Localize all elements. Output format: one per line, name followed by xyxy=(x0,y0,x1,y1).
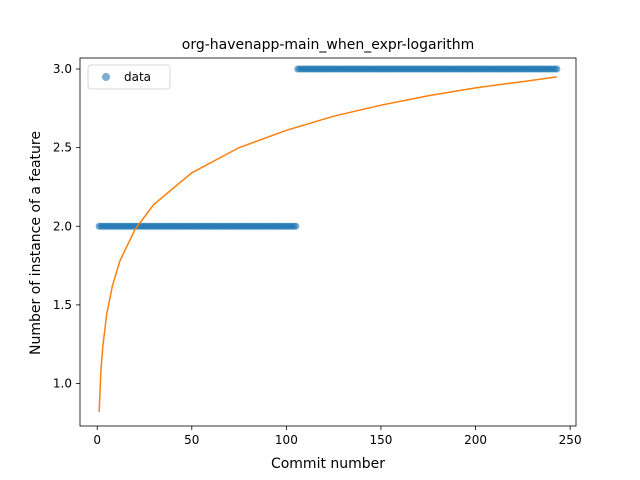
data-point xyxy=(553,65,561,73)
y-tick-label: 3.0 xyxy=(53,62,72,76)
axes-frame xyxy=(79,57,577,427)
y-axis-label: Number of instance of a feature xyxy=(28,131,44,355)
x-tick-label: 200 xyxy=(464,433,487,447)
y-tick-label: 2.0 xyxy=(53,219,72,233)
x-tick-label: 250 xyxy=(559,433,582,447)
y-tick-label: 2.5 xyxy=(53,141,72,155)
x-axis-label: Commit number xyxy=(271,456,385,472)
legend-label-data: data xyxy=(124,70,151,84)
y-tick-label: 1.0 xyxy=(53,377,72,391)
fit-line xyxy=(98,76,557,412)
scatter-series-data xyxy=(95,65,561,230)
x-tick-label: 0 xyxy=(93,433,101,447)
x-tick-label: 50 xyxy=(184,433,199,447)
legend-marker-data xyxy=(102,73,110,81)
legend-box xyxy=(87,64,171,90)
data-point xyxy=(292,222,300,230)
x-tick-label: 150 xyxy=(370,433,393,447)
x-tick-label: 100 xyxy=(275,433,298,447)
legend: data xyxy=(87,64,171,90)
chart-title: org-havenapp-main_when_expr-logarithm xyxy=(182,37,474,53)
axes: 0 50 100 150 200 250 1.0 1.5 2.0 2.5 3.0 xyxy=(53,57,582,447)
plot-area xyxy=(95,65,561,412)
y-tick-label: 1.5 xyxy=(53,298,72,312)
